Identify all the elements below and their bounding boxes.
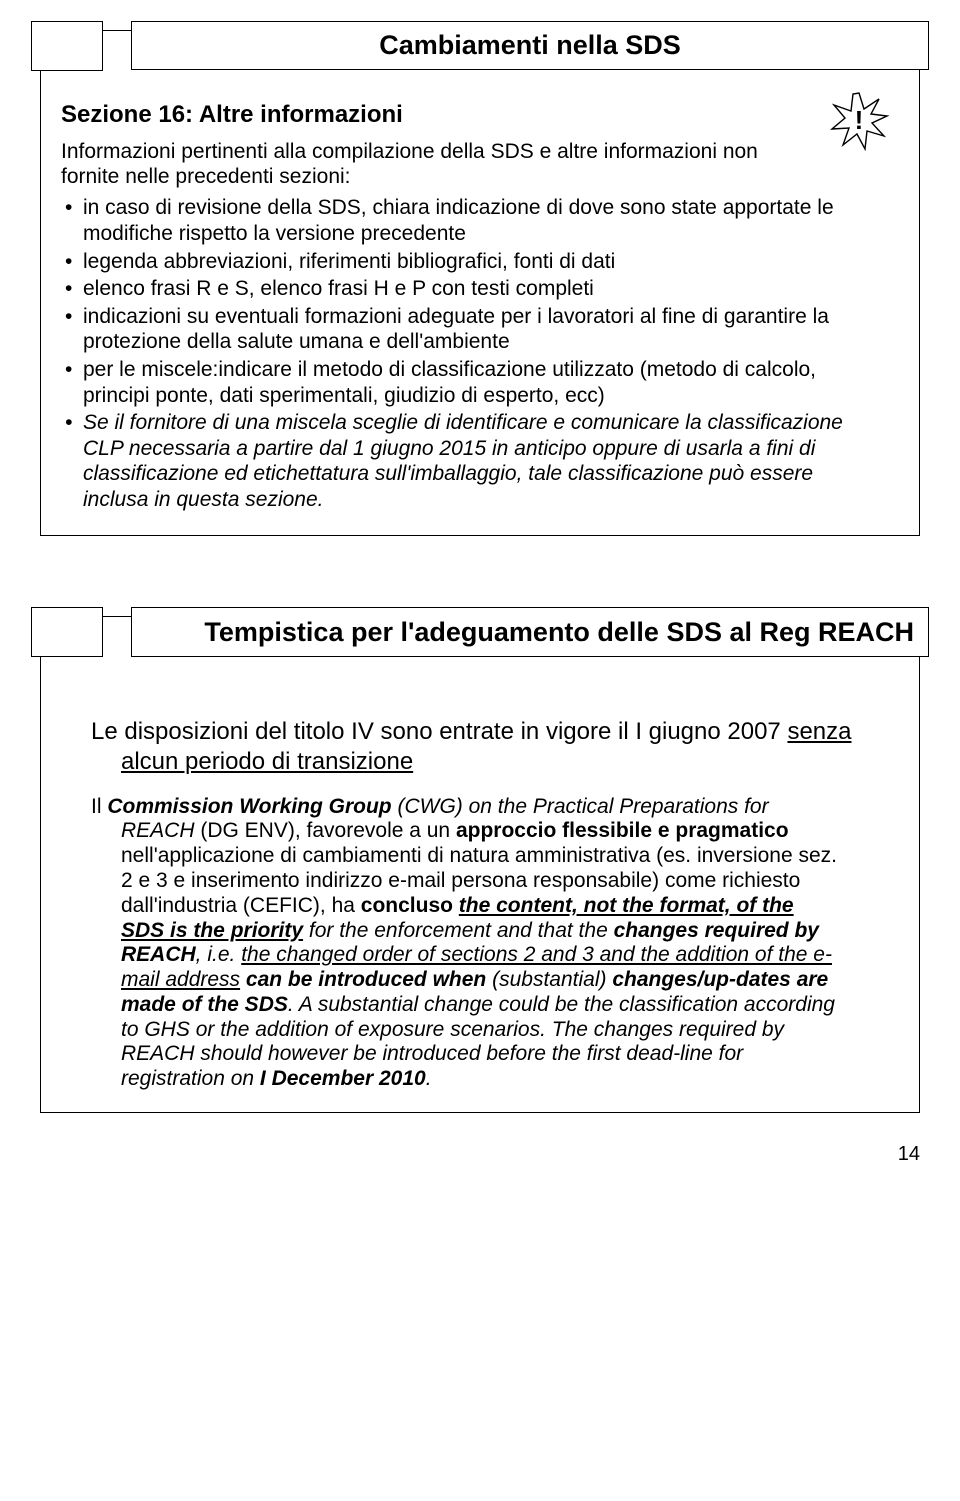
- p-t9: for the enforcement and that the: [303, 919, 614, 942]
- p-t1: Il: [91, 795, 107, 818]
- page-number: 14: [0, 1143, 920, 1166]
- slide1-subheading: Sezione 16: Altre informazioni: [61, 101, 899, 129]
- p-t2: Commission Working Group: [107, 795, 397, 818]
- p-t13: can be introduced when: [240, 968, 492, 991]
- bullet-item: indicazioni su eventuali formazioni adeg…: [61, 304, 879, 355]
- svg-text:!: !: [855, 105, 864, 135]
- slide2-content: Le disposizioni del titolo IV sono entra…: [61, 717, 899, 1092]
- slide2-paragraph: Il Commission Working Group (CWG) on the…: [91, 795, 839, 1092]
- p-t18: .: [426, 1067, 432, 1090]
- attention-star-icon: !: [829, 91, 889, 151]
- bullet-item: legenda abbreviazioni, riferimenti bibli…: [61, 249, 879, 275]
- bullet-item: per le miscele:indicare il metodo di cla…: [61, 357, 879, 408]
- slide2-lead: Le disposizioni del titolo IV sono entra…: [121, 717, 859, 777]
- slide1-content: Sezione 16: Altre informazioni Informazi…: [61, 101, 899, 513]
- logo-placeholder: [31, 607, 103, 657]
- p-t11: , i.e.: [196, 943, 242, 966]
- slide1-intro: Informazioni pertinenti alla compilazion…: [61, 139, 819, 189]
- logo-placeholder: [31, 21, 103, 71]
- slide-2: Tempistica per l'adeguamento delle SDS a…: [40, 616, 920, 1113]
- slide2-title: Tempistica per l'adeguamento delle SDS a…: [131, 607, 929, 657]
- p-t14: (substantial): [492, 968, 612, 991]
- slide1-title: Cambiamenti nella SDS: [131, 21, 929, 70]
- p-t5: approccio flessibile e pragmatico: [456, 819, 789, 842]
- slide-1: Cambiamenti nella SDS ! Sezione 16: Altr…: [40, 30, 920, 536]
- bullet-item: in caso di revisione della SDS, chiara i…: [61, 195, 879, 246]
- bullet-item: elenco frasi R e S, elenco frasi H e P c…: [61, 276, 879, 302]
- p-t17: I December 2010: [260, 1067, 426, 1090]
- p-t4: (DG ENV), favorevole a un: [195, 819, 456, 842]
- slide1-bullet-list: in caso di revisione della SDS, chiara i…: [61, 195, 879, 512]
- p-t7: concluso: [361, 894, 459, 917]
- bullet-item-italic: Se il fornitore di una miscela sceglie d…: [61, 410, 879, 512]
- lead-text-a: Le disposizioni del titolo IV sono entra…: [91, 718, 787, 745]
